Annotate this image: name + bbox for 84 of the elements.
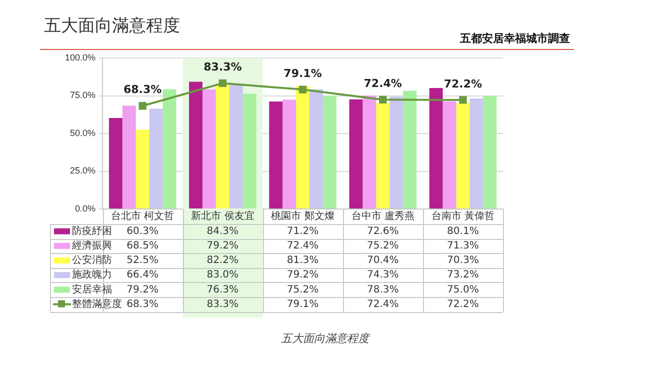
text: 83.3%	[204, 60, 242, 74]
data-label: 83.3%	[206, 298, 239, 310]
data-label: 75.0%	[447, 284, 479, 296]
point	[298, 86, 307, 94]
y-tick-label: 75.0%	[70, 90, 96, 100]
bar	[309, 89, 323, 208]
bar	[322, 95, 336, 208]
data-label: 70.3%	[447, 255, 479, 266]
data-label: 83.0%	[206, 270, 239, 281]
bar	[456, 102, 470, 208]
bar	[216, 84, 230, 208]
point	[379, 96, 387, 104]
data-label: 72.2%	[447, 298, 479, 310]
data-label: 68.3%	[126, 298, 158, 310]
x-tick-label: 新北市 侯友宜	[191, 210, 254, 222]
legend-label: 施政魄力	[72, 268, 112, 281]
bar	[390, 96, 404, 208]
bar	[108, 118, 122, 208]
data-label: 79.2%	[126, 284, 158, 296]
data-label: 72.4%	[286, 240, 319, 252]
data-label: 79.1%	[286, 298, 319, 310]
legend-label: 整體滿意度	[72, 298, 122, 310]
legend-label: 公安消防	[72, 254, 112, 266]
data-label: 72.4%	[366, 298, 399, 310]
data-label: 79.2%	[286, 270, 319, 281]
bar	[162, 89, 176, 208]
data-label: 75.2%	[286, 284, 319, 296]
text: 72.4%	[364, 77, 402, 90]
data-label: 82.2%	[206, 255, 239, 266]
y-tick-label: 25.0%	[70, 166, 96, 176]
x-tick-label: 台北市 柯文哲	[110, 210, 174, 222]
bar	[189, 82, 202, 208]
data-label: 68.5%	[126, 240, 158, 252]
bar	[470, 98, 484, 208]
data-label: 79.2%	[206, 240, 239, 252]
x-tick-label: 台南市 黃偉哲	[431, 210, 495, 222]
data-label: 84.3%	[206, 226, 239, 237]
text: 79.1%	[284, 66, 322, 80]
y-tick-label: 50.0%	[70, 128, 96, 138]
data-label: 73.2%	[447, 270, 479, 281]
data-label: 72.6%	[366, 226, 399, 237]
legend-label: 防疫紓困	[72, 224, 112, 237]
bar	[296, 86, 310, 208]
data-label: 71.2%	[286, 226, 319, 237]
bar	[349, 99, 363, 208]
bar	[136, 130, 150, 208]
data-label: 75.2%	[366, 240, 399, 252]
point	[138, 102, 146, 110]
chart-title: 五大面向滿意程度	[44, 15, 180, 37]
bar	[282, 100, 296, 208]
legend-label: 安居幸福	[72, 283, 112, 296]
bar	[362, 95, 376, 208]
y-tick-label: 0.0%	[75, 203, 96, 214]
bar	[442, 101, 456, 208]
data-label: 52.5%	[126, 255, 158, 266]
chart-subtitle: 五都安居幸福城市調查	[460, 31, 570, 46]
bar	[269, 101, 283, 208]
data-label: 60.3%	[126, 226, 158, 237]
text: 68.3%	[123, 83, 162, 96]
bar	[483, 96, 497, 208]
bar	[429, 88, 443, 208]
data-label: 71.3%	[447, 240, 479, 252]
data-label: 78.3%	[366, 284, 399, 296]
point	[218, 79, 226, 88]
data-label: 74.3%	[366, 270, 399, 281]
bar	[376, 102, 390, 208]
text: 五大面向滿意程度	[280, 331, 372, 346]
data-label: 81.3%	[286, 255, 319, 266]
point	[459, 96, 467, 104]
bar	[122, 106, 136, 208]
data-label: 70.4%	[366, 255, 399, 266]
bar	[202, 89, 216, 208]
data-label: 66.4%	[126, 270, 158, 281]
bar	[229, 84, 243, 208]
data-label: 76.3%	[206, 284, 239, 296]
x-tick-label: 桃園市 鄭文燦	[271, 210, 334, 222]
data-label: 80.1%	[447, 226, 479, 237]
text: 72.2%	[444, 77, 482, 90]
bar	[403, 90, 416, 208]
bar	[242, 94, 256, 208]
y-tick-label: 100.0%	[64, 52, 96, 62]
legend-label: 經濟振興	[71, 239, 112, 252]
bar	[149, 108, 163, 208]
x-tick-label: 台中市 盧秀燕	[351, 210, 414, 222]
